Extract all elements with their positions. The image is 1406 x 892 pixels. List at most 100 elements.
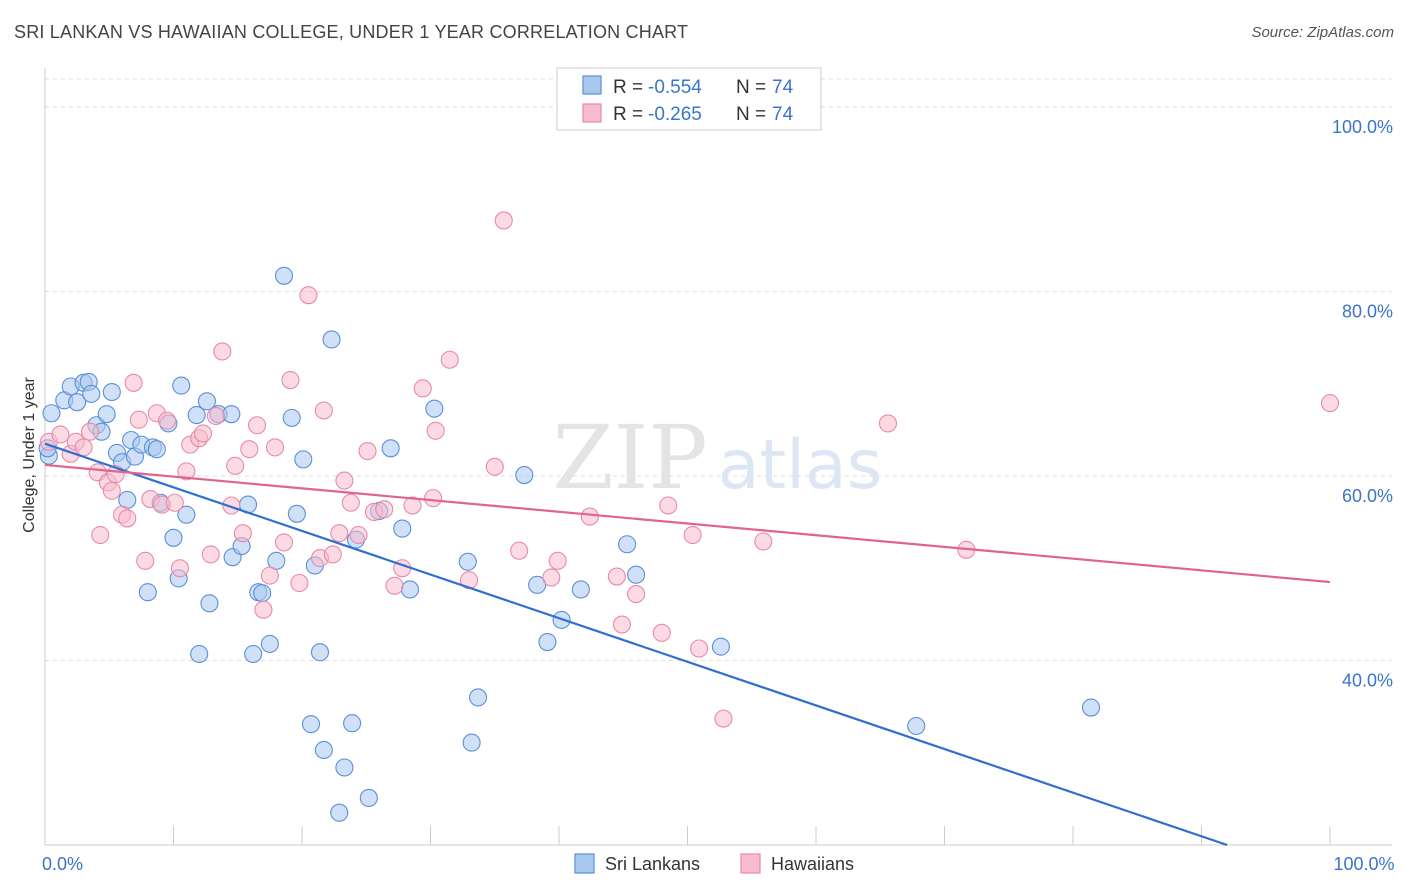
point-hawaiians	[341, 493, 360, 512]
point-hawaiians	[330, 524, 349, 543]
point-hawaiians	[1320, 394, 1340, 413]
point-hawaiians	[385, 576, 404, 595]
point-hawaiians	[281, 370, 300, 390]
point-hawaiians	[440, 350, 459, 369]
point-sri-lankans	[68, 393, 87, 412]
point-sri-lankans	[468, 688, 488, 707]
point-hawaiians	[403, 496, 422, 515]
point-hawaiians	[165, 493, 184, 512]
point-sri-lankans	[200, 594, 219, 613]
point-sri-lankans	[187, 406, 206, 425]
point-hawaiians	[102, 481, 121, 500]
point-hawaiians	[485, 457, 504, 476]
point-sri-lankans	[515, 466, 534, 485]
point-hawaiians	[878, 414, 898, 433]
point-sri-lankans	[322, 330, 341, 349]
legend: R = -0.554 N = 74 R = -0.265 N = 74	[556, 67, 822, 131]
point-sri-lankans	[310, 643, 330, 662]
point-sri-lankans	[282, 408, 301, 427]
point-sri-lankans	[711, 637, 730, 656]
point-sri-lankans	[287, 504, 306, 523]
series-sri-lankans	[38, 266, 1101, 822]
point-sri-lankans	[294, 450, 313, 469]
point-sri-lankans	[1081, 698, 1101, 717]
point-sri-lankans	[82, 384, 101, 403]
series-hawaiians	[39, 211, 1340, 728]
legend-n-value-1: 74	[772, 77, 794, 98]
point-sri-lankans	[343, 714, 362, 733]
point-hawaiians	[51, 425, 70, 444]
point-sri-lankans	[359, 788, 378, 808]
point-hawaiians	[323, 545, 342, 564]
point-hawaiians	[129, 410, 148, 429]
point-sri-lankans	[462, 733, 481, 752]
point-sri-lankans	[172, 376, 191, 395]
point-hawaiians	[158, 411, 177, 430]
bottom-legend-swatch-sri-lankans	[574, 853, 595, 874]
tick-labels: 40.0% 60.0% 80.0% 100.0% 0.0% 100.0%	[42, 117, 1395, 874]
point-sri-lankans	[330, 803, 349, 822]
bottom-legend-sri-lankans: Sri Lankans	[605, 854, 700, 874]
x-tick-label: 100.0%	[1333, 854, 1394, 874]
point-hawaiians	[247, 416, 267, 435]
point-sri-lankans	[335, 758, 354, 777]
point-hawaiians	[136, 551, 155, 570]
point-hawaiians	[714, 709, 733, 728]
legend-swatch-pink	[582, 103, 602, 123]
point-hawaiians	[222, 496, 241, 515]
point-hawaiians	[74, 438, 93, 457]
legend-r-value-1: -0.554	[648, 77, 702, 98]
point-sri-lankans	[97, 405, 116, 424]
point-hawaiians	[659, 496, 678, 515]
point-hawaiians	[542, 568, 561, 587]
point-sri-lankans	[177, 505, 196, 524]
point-hawaiians	[80, 422, 100, 441]
point-hawaiians	[652, 623, 671, 642]
point-sri-lankans	[190, 644, 209, 664]
point-sri-lankans	[260, 634, 279, 653]
point-hawaiians	[548, 551, 567, 570]
point-sri-lankans	[314, 740, 333, 760]
chart-title: SRI LANKAN VS HAWAIIAN COLLEGE, UNDER 1 …	[14, 22, 689, 42]
trend-line-sri-lankans	[44, 442, 1228, 847]
point-hawaiians	[580, 507, 599, 526]
watermark: ZIP atlas	[552, 406, 882, 509]
point-sri-lankans	[538, 632, 557, 652]
point-hawaiians	[413, 379, 432, 398]
point-hawaiians	[426, 421, 445, 440]
point-sri-lankans	[528, 575, 547, 594]
point-hawaiians	[335, 471, 354, 490]
bottom-legend-swatch-hawaiians	[740, 853, 761, 874]
source-credit: Source: ZipAtlas.com	[1251, 24, 1394, 41]
y-tick-label: 40.0%	[1342, 670, 1393, 690]
point-sri-lankans	[222, 405, 241, 424]
point-hawaiians	[206, 406, 225, 426]
point-hawaiians	[754, 532, 773, 551]
point-sri-lankans	[907, 716, 926, 736]
bottom-legend: Sri Lankans Hawaiians	[574, 853, 854, 874]
y-tick-label: 80.0%	[1342, 301, 1393, 321]
point-hawaiians	[690, 639, 709, 658]
point-sri-lankans	[244, 644, 263, 664]
trend-lines	[44, 442, 1331, 847]
point-sri-lankans	[274, 266, 294, 285]
x-tick-label: 0.0%	[42, 854, 83, 874]
point-hawaiians	[170, 559, 189, 578]
point-hawaiians	[607, 567, 626, 586]
point-sri-lankans	[301, 715, 321, 734]
y-axis-label: College, Under 1 year	[21, 377, 38, 533]
legend-swatch-blue	[582, 75, 602, 95]
legend-n-value-2: 74	[772, 104, 794, 125]
legend-n-label-1: N =	[736, 77, 766, 98]
point-hawaiians	[612, 615, 632, 634]
legend-r-value-2: -0.265	[648, 104, 702, 125]
point-sri-lankans	[393, 519, 412, 538]
point-hawaiians	[375, 500, 394, 519]
point-hawaiians	[314, 401, 333, 420]
point-sri-lankans	[102, 382, 121, 402]
point-hawaiians	[494, 211, 513, 230]
point-hawaiians	[299, 286, 318, 305]
point-hawaiians	[274, 533, 294, 552]
point-hawaiians	[349, 525, 368, 545]
